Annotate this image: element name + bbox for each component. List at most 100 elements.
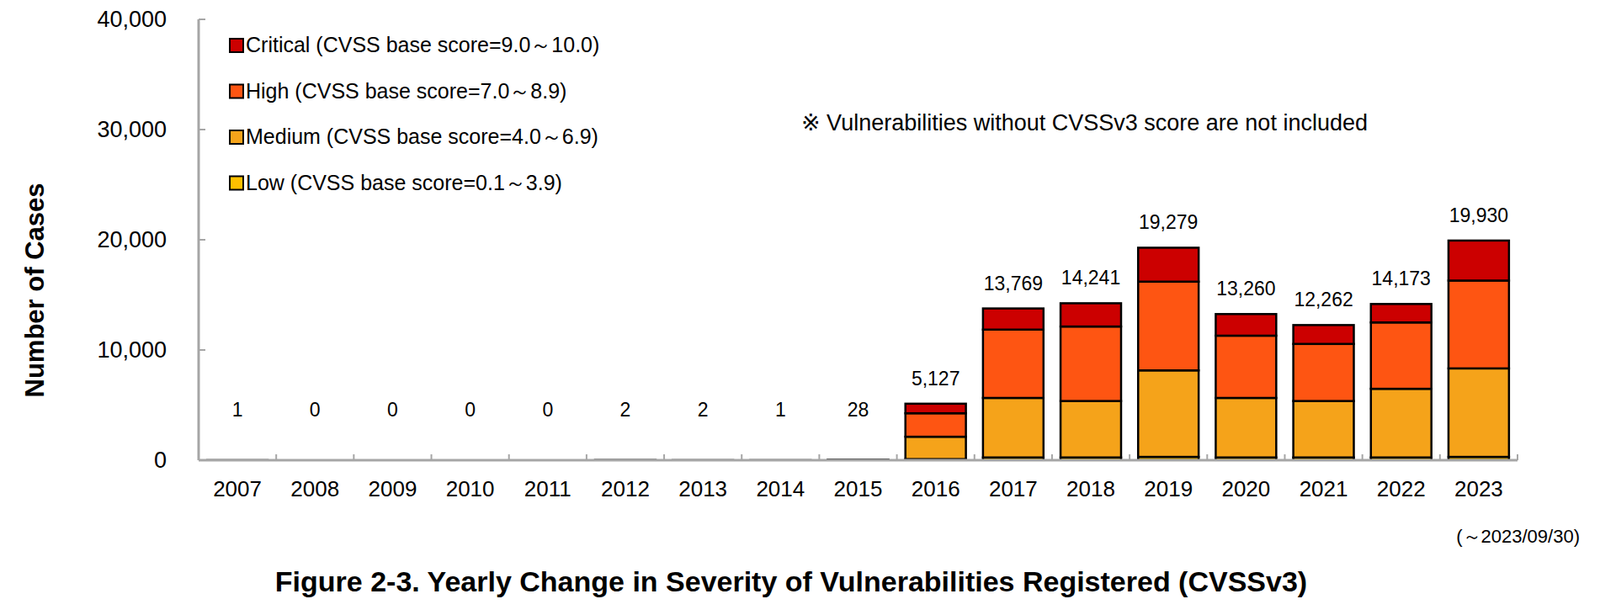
bar-segment: [1448, 368, 1510, 458]
bar-segment: [1371, 322, 1432, 389]
x-tick: [896, 454, 899, 461]
total-label: 14,241: [1061, 266, 1121, 289]
y-tick-label: 30,000: [96, 116, 167, 143]
x-tick: [1361, 454, 1364, 461]
y-tick: [198, 128, 206, 131]
total-label: 2: [620, 398, 632, 421]
total-label: 13,260: [1216, 277, 1276, 300]
x-tick: [1051, 454, 1053, 461]
x-tick: [508, 454, 511, 461]
legend-label: High (CVSS base score=7.0～8.9): [245, 79, 567, 103]
bar-segment: [1060, 326, 1122, 402]
total-label: 0: [542, 398, 553, 421]
bar-segment: [905, 436, 967, 460]
total-label: 12,262: [1293, 288, 1353, 311]
note: (～2023/09/30): [1456, 526, 1580, 548]
x-tick-label: 2013: [678, 476, 728, 502]
total-label: 19,279: [1138, 211, 1198, 234]
x-tick-label: 2010: [446, 476, 495, 502]
total-label: 0: [387, 398, 399, 421]
y-tick-label: 20,000: [96, 227, 167, 253]
x-tick: [1439, 454, 1441, 461]
note: ※ Vulnerabilities without CVSSv3 score a…: [801, 110, 1368, 136]
legend-swatch: [229, 85, 244, 99]
legend-swatch: [229, 130, 244, 144]
y-tick: [198, 349, 206, 351]
total-label: 14,173: [1371, 267, 1431, 290]
x-tick: [818, 454, 820, 461]
bar-segment: [1215, 398, 1276, 458]
bar-segment: [1371, 303, 1432, 323]
x-tick-label: 2021: [1299, 476, 1349, 502]
x-tick: [973, 454, 976, 461]
bar-segment: [1293, 344, 1355, 402]
y-tick: [198, 18, 206, 21]
bar-segment: [1293, 401, 1355, 458]
bar-segment: [1137, 370, 1199, 458]
legend-label: Critical (CVSS base score=9.0～10.0): [245, 32, 600, 57]
y-tick-label: 40,000: [96, 6, 167, 32]
x-tick-label: 2018: [1066, 476, 1116, 502]
legend-swatch: [229, 38, 244, 53]
total-label: 2: [697, 398, 709, 421]
title: Figure 2-3. Yearly Change in Severity of…: [275, 565, 1308, 598]
x-tick: [585, 454, 588, 461]
x-tick-label: 2020: [1221, 476, 1271, 502]
y-tick-label: 0: [154, 447, 167, 474]
x-tick: [430, 454, 433, 461]
y-tick-label: 10,000: [96, 337, 167, 363]
bar-segment: [905, 413, 967, 437]
bar-segment: [983, 308, 1044, 330]
x-tick-label: 2022: [1376, 476, 1426, 502]
x-tick: [1128, 454, 1131, 461]
x-tick: [275, 454, 277, 461]
total-label: 19,930: [1449, 204, 1509, 227]
total-label: 0: [464, 398, 476, 421]
total-label: 0: [309, 398, 321, 421]
x-tick-label: 2019: [1143, 476, 1193, 502]
x-tick-label: 2012: [600, 476, 650, 502]
bar-segment: [1371, 388, 1432, 458]
legend-label: Medium (CVSS base score=4.0～6.9): [245, 124, 599, 149]
bar-segment: [983, 398, 1044, 458]
total-label: 5,127: [911, 367, 961, 390]
x-tick-label: 2015: [834, 476, 883, 502]
total-label: 13,769: [983, 272, 1043, 295]
x-tick-label: 2017: [988, 476, 1038, 502]
bars: [207, 240, 1510, 461]
bar-segment: [1060, 401, 1122, 458]
bar-segment: [983, 329, 1044, 399]
x-tick: [740, 454, 743, 461]
x-tick-label: 2008: [290, 476, 340, 502]
x-tick-label: 2014: [755, 476, 805, 502]
bar-segment: [1137, 281, 1199, 371]
x-tick: [1283, 454, 1286, 461]
total-label: 1: [232, 398, 244, 421]
x-tick-label: 2016: [911, 476, 961, 502]
x-tick: [663, 454, 665, 461]
y-axis-title: Number of Cases: [20, 183, 50, 399]
bar-segment: [1293, 324, 1355, 344]
bar-segment: [905, 403, 967, 414]
bar-segment: [1060, 302, 1122, 327]
bar-segment: [1215, 335, 1276, 399]
x-tick-label: 2009: [368, 476, 418, 502]
total-label: 28: [847, 398, 870, 421]
x-tick: [197, 454, 200, 461]
total-label: 1: [775, 398, 787, 421]
x-tick-label: 2007: [212, 476, 262, 502]
bar-segment: [1448, 240, 1510, 282]
bar-segment: [1448, 280, 1510, 368]
x-tick-label: 2023: [1454, 476, 1504, 502]
chart: 0 10,000 20,000 30,000 40,000 Number of Cases…: [0, 0, 1600, 615]
bar-segment: [1137, 247, 1199, 282]
y-tick: [198, 239, 206, 241]
bar-segment: [1215, 313, 1276, 336]
legend-swatch: [229, 176, 244, 191]
x-tick: [1516, 454, 1519, 461]
x-tick-label: 2011: [524, 476, 572, 502]
x-tick: [1206, 454, 1208, 461]
x-tick: [352, 454, 355, 461]
x-axis: [198, 459, 1518, 463]
legend-label: Low (CVSS base score=0.1～3.9): [245, 170, 563, 195]
